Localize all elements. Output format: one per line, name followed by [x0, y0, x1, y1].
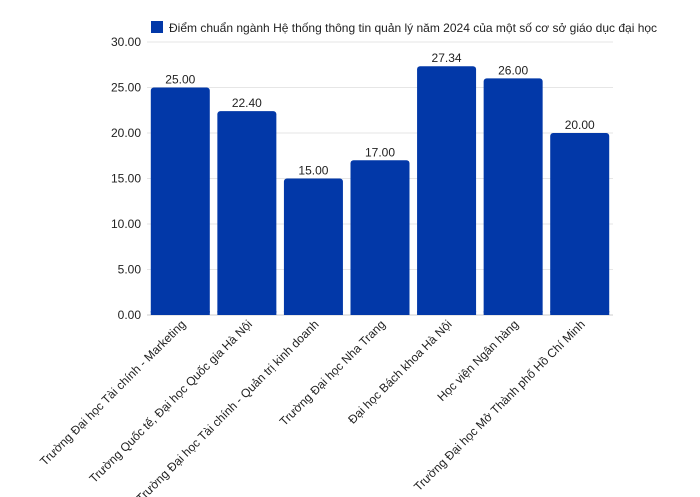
data-labels: 25.00 22.40 15.00 17.00 27.34 26.00 20.00 — [165, 51, 595, 177]
y-tick-label: 15.00 — [111, 172, 141, 186]
y-tick-label: 0.00 — [118, 308, 142, 322]
y-tick-label: 25.00 — [111, 81, 141, 95]
x-tick-label: Trường Đại học Nha Trang — [277, 317, 388, 428]
y-axis-ticks: 0.00 5.00 10.00 15.00 20.00 25.00 30.00 — [111, 35, 141, 322]
data-label: 17.00 — [365, 145, 395, 159]
x-tick-label: Trường Đại học Tài chính - Marketing — [37, 317, 188, 468]
bars — [150, 66, 610, 316]
data-label: 27.34 — [432, 51, 462, 65]
bar-base — [350, 311, 410, 315]
x-axis-labels: Trường Đại học Tài chính - Marketing Trườ… — [37, 317, 588, 497]
y-tick-label: 10.00 — [111, 217, 141, 231]
data-label: 20.00 — [565, 118, 595, 132]
bar — [550, 133, 610, 315]
legend-swatch — [151, 21, 163, 33]
bar-base — [283, 311, 343, 315]
data-label: 25.00 — [165, 73, 195, 87]
y-tick-label: 30.00 — [111, 35, 141, 49]
bar — [283, 178, 343, 315]
bar-base — [217, 311, 277, 315]
bar — [217, 111, 277, 315]
bar — [350, 160, 410, 315]
y-tick-label: 20.00 — [111, 126, 141, 140]
y-tick-label: 5.00 — [118, 263, 142, 277]
bar — [483, 78, 543, 316]
data-label: 22.40 — [232, 96, 262, 110]
legend: Điểm chuẩn ngành Hệ thống thông tin quản… — [151, 21, 657, 35]
bar-base — [483, 311, 543, 315]
bar-base — [550, 311, 610, 315]
bar-base — [150, 311, 210, 315]
bar-base — [417, 311, 477, 315]
data-label: 15.00 — [298, 164, 328, 178]
data-label: 26.00 — [498, 63, 528, 77]
bar — [150, 87, 210, 315]
legend-label: Điểm chuẩn ngành Hệ thống thông tin quản… — [169, 21, 657, 35]
bar — [417, 66, 477, 316]
